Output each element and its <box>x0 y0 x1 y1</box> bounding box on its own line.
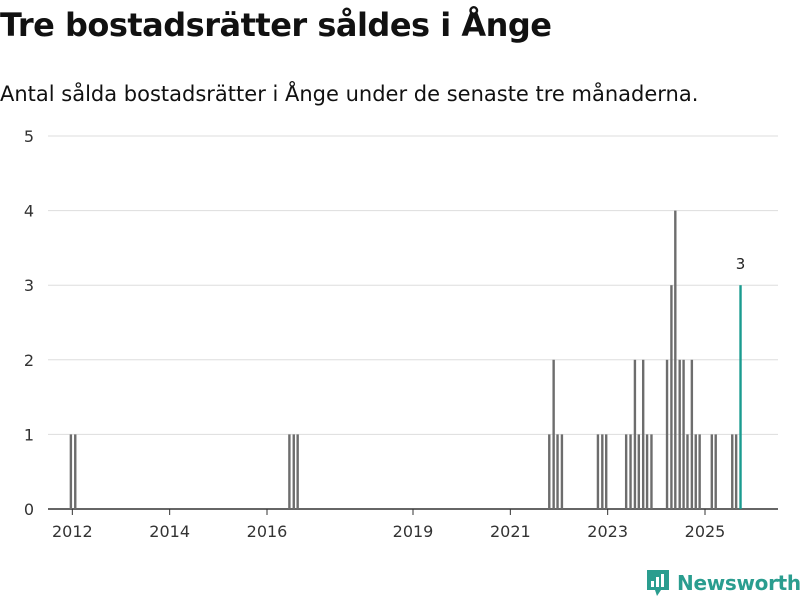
bar <box>629 434 632 509</box>
bar <box>69 434 73 509</box>
bar <box>637 434 641 509</box>
bar <box>624 434 628 509</box>
bar <box>601 434 604 509</box>
bar <box>641 359 645 509</box>
x-tick-label: 2023 <box>587 522 628 541</box>
bar <box>714 434 717 509</box>
y-tick-label: 0 <box>24 500 34 519</box>
bar <box>633 359 637 509</box>
bar <box>698 434 701 509</box>
brand-logo[interactable]: Newsworthy <box>645 568 800 598</box>
brand-name: Newsworthy <box>677 571 800 595</box>
bar <box>665 359 669 509</box>
y-tick-label: 1 <box>24 425 34 444</box>
bar <box>296 434 299 509</box>
bar <box>596 434 600 509</box>
newsworthy-logo-icon <box>647 570 669 596</box>
chart-subtitle: Antal sålda bostadsrätter i Ånge under d… <box>0 82 699 106</box>
bar <box>288 434 291 509</box>
x-tick-label: 2019 <box>393 522 434 541</box>
bar <box>560 434 564 509</box>
page-title: Tre bostadsrätter såldes i Ånge <box>0 6 552 44</box>
bar <box>292 434 295 509</box>
data-label-highlight: 3 <box>736 255 746 273</box>
y-tick-label: 5 <box>24 127 34 146</box>
x-tick-label: 2012 <box>52 522 93 541</box>
bar <box>556 434 559 509</box>
bar-chart: 0 1 2 3 4 5 2012 2014 2016 2019 2021 2023 2025 3 <box>24 127 778 541</box>
x-tick-label: 2016 <box>247 522 288 541</box>
bar <box>686 434 689 509</box>
bar <box>552 359 555 509</box>
bar <box>650 434 653 509</box>
bar <box>670 285 673 509</box>
bar-highlight <box>739 285 742 509</box>
bar <box>694 434 697 509</box>
y-tick-label: 3 <box>24 276 34 295</box>
bar <box>734 434 738 509</box>
bar <box>74 434 77 509</box>
x-tick-label: 2021 <box>490 522 531 541</box>
y-tick-label: 2 <box>24 351 34 370</box>
bar <box>690 359 694 509</box>
bar <box>731 434 734 509</box>
bar <box>674 210 677 509</box>
x-tick-label: 2014 <box>149 522 190 541</box>
bar <box>678 359 681 509</box>
bar <box>682 359 685 509</box>
y-tick-label: 4 <box>24 202 34 221</box>
bar <box>548 434 551 509</box>
bar <box>605 434 608 509</box>
x-tick-label: 2025 <box>685 522 726 541</box>
bar <box>645 434 649 509</box>
bar <box>710 434 714 509</box>
